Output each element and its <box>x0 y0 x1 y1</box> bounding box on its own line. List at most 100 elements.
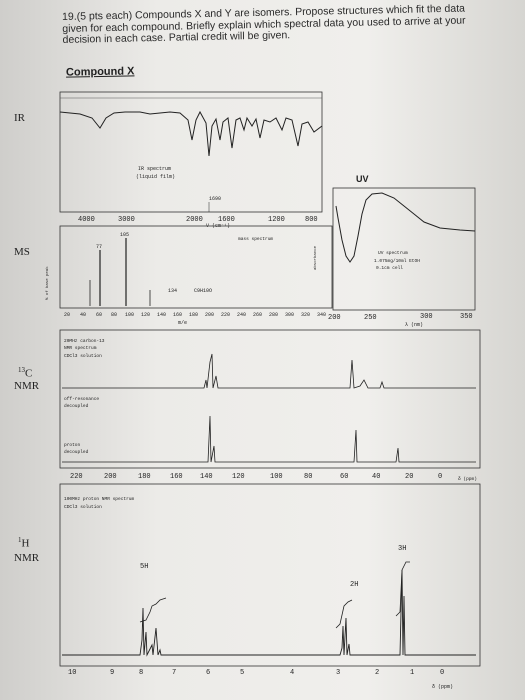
ms-tick-280: 280 <box>269 312 278 318</box>
h1-tick-10: 10 <box>68 669 76 677</box>
c13-tick-100: 100 <box>270 473 283 481</box>
h1-side-label: 1H <box>18 536 29 550</box>
h1-nmr-panel: 100MHz proton NMR spectrum CDCl3 solutio… <box>59 483 481 690</box>
ms-ylabel: % of base peak <box>45 266 50 300</box>
ms-title: mass spectrum <box>238 236 273 242</box>
c13-proton-label-2: decoupled <box>64 449 89 455</box>
ms-tick-100: 100 <box>125 312 134 318</box>
uv-trace <box>335 192 476 263</box>
h1-caption-1: 100MHz proton NMR spectrum <box>64 496 135 502</box>
h1-tick-0: 0 <box>440 669 444 677</box>
uv-caption-3: 0.1cm cell <box>376 265 403 271</box>
h1-tick-2: 2 <box>375 669 379 677</box>
uv-caption-1: UV spectrum <box>378 250 408 256</box>
uv-unit: λ (nm) <box>405 322 423 328</box>
c13-tick-40: 40 <box>372 473 380 481</box>
ms-tick-160: 160 <box>173 312 182 318</box>
ms-tick-120: 120 <box>141 312 150 318</box>
ms-tick-20: 20 <box>64 312 70 318</box>
ir-frame <box>59 91 323 213</box>
c13-proton-label-1: proton <box>64 442 81 448</box>
ms-label-105: 105 <box>120 232 129 238</box>
ir-tick-3000: 3000 <box>118 216 135 224</box>
ms-frame <box>59 225 333 309</box>
c13-side-label: 13C <box>18 366 32 380</box>
ir-caption-2: (liquid film) <box>136 174 175 180</box>
h1-trace <box>62 569 476 657</box>
c13-caption-3: CDCl3 solution <box>64 353 102 359</box>
h1-integral-curve-ch3 <box>395 561 410 617</box>
c13-tick-0: 0 <box>438 473 442 481</box>
ms-tick-140: 140 <box>157 312 166 318</box>
uv-spectrum-panel: UV UV spectrum 1.075mg/10ml EtOH 0.1cm c… <box>313 174 476 328</box>
ms-tick-220: 220 <box>221 312 230 318</box>
ir-tick-1600: 1600 <box>218 216 235 224</box>
c13-frame <box>59 329 481 469</box>
ir-tick-4000: 4000 <box>78 216 95 224</box>
ms-tick-60: 60 <box>96 312 102 318</box>
c13-superscript: 13 <box>18 366 25 374</box>
ms-tick-180: 180 <box>189 312 198 318</box>
uv-tick-300: 300 <box>420 313 433 321</box>
ms-tick-300: 300 <box>285 312 294 318</box>
ms-tick-320: 320 <box>301 312 310 318</box>
h1-tick-3: 3 <box>336 669 340 677</box>
ms-label-77: 77 <box>96 244 102 250</box>
ms-formula: C9H10O <box>194 288 212 294</box>
c13-letter: C <box>25 367 33 380</box>
h1-integral-5h: 5H <box>140 563 148 571</box>
uv-caption-2: 1.075mg/10ml EtOH <box>374 258 420 264</box>
ms-tick-80: 80 <box>111 312 117 318</box>
c13-tick-60: 60 <box>340 473 348 481</box>
uv-title: UV <box>356 174 369 184</box>
c13-tick-180: 180 <box>138 473 151 481</box>
h1-letter: H <box>21 537 30 550</box>
h1-integral-curve-ch2 <box>335 599 353 629</box>
ir-tick-2000: 2000 <box>186 216 203 224</box>
uv-tick-200: 200 <box>328 314 341 322</box>
h1-unit: δ (ppm) <box>432 684 453 690</box>
c13-tick-80: 80 <box>304 473 312 481</box>
c13-tick-20: 20 <box>405 473 413 481</box>
h1-frame <box>59 483 481 667</box>
ms-tick-260: 260 <box>253 312 262 318</box>
h1-tick-4: 4 <box>290 669 294 677</box>
c13-tick-220: 220 <box>70 473 83 481</box>
c13-nmr-panel: 20MHz carbon-13 NMR spectrum CDCl3 solut… <box>59 329 481 482</box>
h1-tick-5: 5 <box>240 669 244 677</box>
h1-superscript: 1 <box>18 536 22 544</box>
ms-tick-200: 200 <box>205 312 214 318</box>
ms-tick-340: 340 <box>317 312 326 318</box>
c13-caption-2: NMR spectrum <box>64 345 97 351</box>
h1-nmr-side-label: NMR <box>14 552 40 564</box>
h1-integral-curve-aromatic <box>139 597 167 623</box>
c13-offres-label-1: off-resonance <box>64 396 99 402</box>
h1-tick-7: 7 <box>172 669 176 677</box>
c13-unit: δ (ppm) <box>458 476 477 482</box>
c13-tick-120: 120 <box>232 473 245 481</box>
h1-tick-6: 6 <box>206 669 210 677</box>
h1-integral-3h: 3H <box>398 545 406 553</box>
ir-spectrum-panel: IR spectrum (liquid film) 1690 4000 3000… <box>59 91 323 229</box>
c13-tick-140: 140 <box>200 473 213 481</box>
c13-tick-160: 160 <box>170 473 183 481</box>
mass-spectrum-panel: mass spectrum 77 105 134 C9H10O % of bas… <box>45 225 333 326</box>
ir-tick-1200: 1200 <box>268 216 285 224</box>
h1-tick-9: 9 <box>110 669 114 677</box>
h1-integral-2h: 2H <box>350 581 358 589</box>
c13-caption-1: 20MHz carbon-13 <box>64 338 105 344</box>
uv-tick-350: 350 <box>460 313 473 321</box>
ir-caption-1: IR spectrum <box>138 166 171 172</box>
uv-ylabel: absorbance <box>313 245 318 270</box>
ms-tick-40: 40 <box>80 312 86 318</box>
c13-decoupled-trace <box>62 415 476 463</box>
c13-tick-200: 200 <box>104 473 117 481</box>
h1-caption-2: CDCl3 solution <box>64 504 102 510</box>
c13-offres-trace <box>62 353 476 389</box>
c13-offres-label-2: decoupled <box>64 403 89 409</box>
ms-label-134: 134 <box>168 288 177 294</box>
uv-frame <box>332 187 476 311</box>
ms-xlabel: m/e <box>178 320 187 326</box>
